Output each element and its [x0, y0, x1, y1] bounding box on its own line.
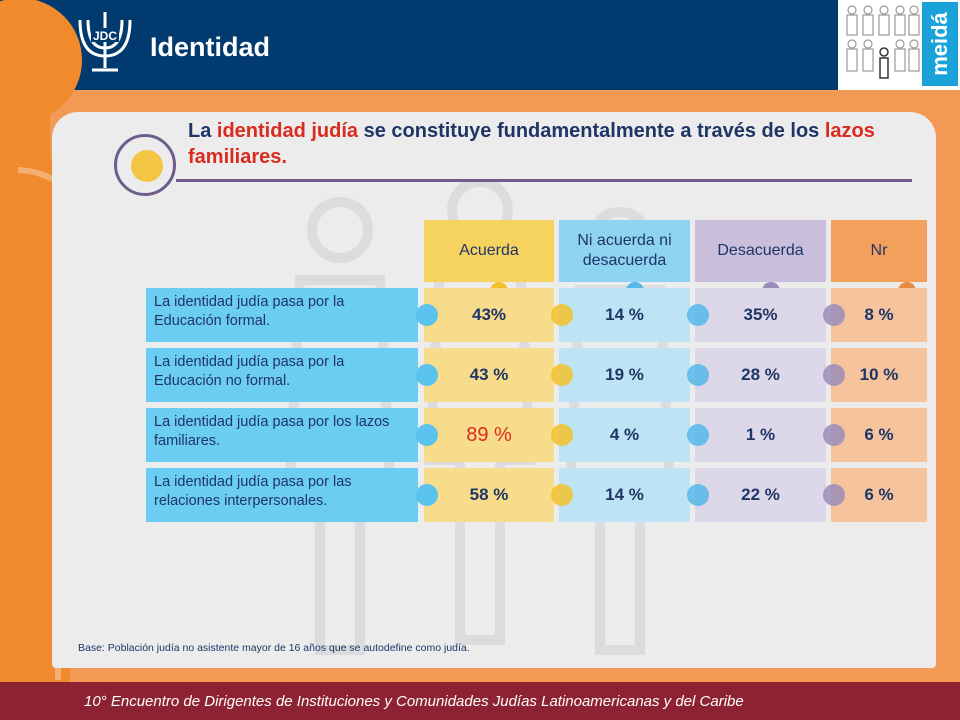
column-header-3: Nr: [831, 220, 927, 282]
puzzle-knob: [823, 304, 845, 326]
base-note: Base: Población judía no asistente mayor…: [78, 642, 470, 654]
puzzle-knob: [416, 364, 438, 386]
value-cell: 43 %: [424, 348, 554, 402]
puzzle-knob: [551, 424, 573, 446]
headline-highlight-2: lazos familiares.: [188, 120, 875, 168]
puzzle-knob: [823, 484, 845, 506]
value-cell: 89 %: [424, 408, 554, 462]
row-label-1: La identidad judía pasa por la Educación…: [146, 348, 418, 402]
value-cell: 6 %: [831, 408, 927, 462]
meida-brand-bar: [922, 2, 958, 86]
puzzle-knob: [687, 364, 709, 386]
puzzle-knob: [687, 484, 709, 506]
value-cell: 14 %: [559, 288, 690, 342]
footer-bar: 10° Encuentro de Dirigentes de Instituci…: [0, 682, 960, 720]
column-header-0: Acuerda: [424, 220, 554, 282]
value-cell: 6 %: [831, 468, 927, 522]
value-cell: 28 %: [695, 348, 826, 402]
value-cell: 4 %: [559, 408, 690, 462]
crowd-icon: [846, 5, 920, 79]
headline-highlight-1: identidad judía: [216, 120, 359, 142]
row-label-0: La identidad judía pasa por la Educación…: [146, 288, 418, 342]
value-cell: 14 %: [559, 468, 690, 522]
meida-brand-text: meidá: [927, 12, 952, 76]
jdc-logo-text: JDC: [93, 29, 117, 43]
column-header-label: Nr: [870, 242, 888, 259]
column-header-label: Desacuerda: [717, 242, 804, 259]
puzzle-knob: [416, 484, 438, 506]
column-header-label: Ni acuerda ni desacuerda: [577, 232, 672, 269]
puzzle-knob: [551, 304, 573, 326]
headline-part-1: La: [188, 120, 217, 142]
value-cell: 8 %: [831, 288, 927, 342]
row-label-3: La identidad judía pasa por las relacion…: [146, 468, 418, 522]
puzzle-knob: [823, 364, 845, 386]
headline-divider: [176, 179, 912, 182]
column-header-1: Ni acuerda ni desacuerda: [559, 220, 690, 282]
value-cell: 19 %: [559, 348, 690, 402]
header-bar: [0, 0, 960, 90]
decorative-ring: [114, 134, 176, 196]
column-header-2: Desacuerda: [695, 220, 826, 282]
puzzle-knob: [551, 364, 573, 386]
puzzle-knob: [416, 424, 438, 446]
puzzle-knob: [416, 304, 438, 326]
value-cell: 1 %: [695, 408, 826, 462]
puzzle-knob: [687, 424, 709, 446]
column-header-label: Acuerda: [459, 242, 519, 259]
row-label-2: La identidad judía pasa por los lazos fa…: [146, 408, 418, 462]
jdc-menorah-logo: JDC: [78, 12, 132, 72]
puzzle-knob: [551, 484, 573, 506]
page-title: Identidad: [150, 32, 270, 62]
footer-text: 10° Encuentro de Dirigentes de Instituci…: [84, 692, 744, 710]
value-cell: 58 %: [424, 468, 554, 522]
headline-part-2: se constituye fundamentalmente a través …: [358, 120, 825, 142]
yellow-dot-icon: [131, 150, 163, 182]
value-cell: 35%: [695, 288, 826, 342]
value-cell: 10 %: [831, 348, 927, 402]
headline: La identidad judía se constituye fundame…: [188, 118, 908, 170]
value-cell: 22 %: [695, 468, 826, 522]
puzzle-knob: [823, 424, 845, 446]
puzzle-knob: [687, 304, 709, 326]
value-cell: 43%: [424, 288, 554, 342]
